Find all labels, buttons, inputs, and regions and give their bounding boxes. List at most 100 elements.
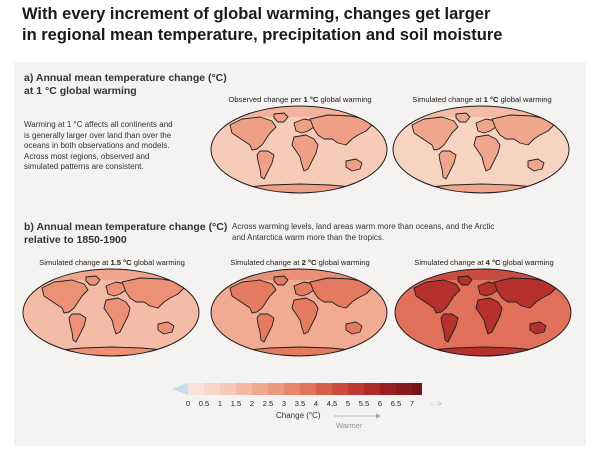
colorbar-tick-label: 4.5: [326, 399, 338, 408]
continent-africa: [103, 297, 131, 335]
section-a-note: Warming at 1 °C affects all continents a…: [24, 120, 173, 171]
map-simulated-2c-caption: Simulated change at 2 °C global warming: [230, 258, 370, 267]
colorbar-tick-label: 3.5: [294, 399, 306, 408]
continent-north-america: [229, 279, 277, 314]
colorbar-segment: [380, 383, 397, 395]
colorbar-label: Change (°C): [276, 411, 321, 420]
colorbar-segment: [412, 383, 422, 395]
map-simulated-4c: [394, 268, 572, 357]
continent-africa: [475, 297, 503, 335]
continent-greenland: [273, 112, 289, 123]
colorbar-tick-label: 7: [409, 399, 415, 408]
continent-africa: [291, 297, 319, 335]
colorbar-segment: [204, 383, 221, 395]
continent-europe: [293, 118, 315, 134]
continent-north-america: [229, 116, 277, 151]
colorbar-tick-label: 3: [281, 399, 287, 408]
map-simulated-1-5c: [22, 268, 200, 357]
colorbar-tick-label: 1.5: [230, 399, 242, 408]
arctic-region: [211, 269, 387, 280]
colorbar-segment: [364, 383, 381, 395]
colorbar-tick-label: 4: [313, 399, 319, 408]
continent-greenland: [85, 275, 101, 286]
colorbar-below-zero: [172, 383, 188, 395]
colorbar-tick-label: 5: [345, 399, 351, 408]
continent-antarctica: [247, 183, 353, 193]
colorbar-tick-label: 0: [185, 399, 191, 408]
section-a-heading: a) Annual mean temperature change (°C) a…: [24, 72, 227, 97]
colorbar-tick-label: 1: [217, 399, 223, 408]
colorbar-tick-label: 2: [249, 399, 255, 408]
continent-australia: [345, 158, 363, 172]
continent-europe: [475, 118, 497, 134]
colorbar-overflow-arrow: ···>: [430, 399, 442, 408]
continent-europe: [293, 281, 315, 297]
globe-outline: [22, 268, 200, 357]
map-simulated-1-5c-caption: Simulated change at 1.5 °C global warmin…: [39, 258, 185, 267]
continent-australia: [157, 321, 175, 335]
colorbar: [172, 383, 422, 395]
colorbar-tick-label: 5.5: [358, 399, 370, 408]
colorbar-tick-label: 6: [377, 399, 383, 408]
arctic-region: [395, 269, 571, 280]
colorbar-tick-label: 2.5: [262, 399, 274, 408]
colorbar-segment: [220, 383, 237, 395]
section-b-note: Across warming levels, land areas warm m…: [232, 222, 495, 242]
continent-asia: [491, 114, 555, 146]
colorbar-tick-label: 6.5: [390, 399, 402, 408]
continent-south-america: [256, 313, 275, 343]
continent-south-america: [438, 150, 457, 180]
colorbar-tick-label: 0.5: [198, 399, 210, 408]
colorbar-segment: [284, 383, 301, 395]
warmer-label: Warmer: [336, 421, 363, 430]
globe-outline: [394, 268, 572, 357]
colorbar-segment: [332, 383, 349, 395]
continent-antarctica: [247, 346, 353, 356]
continent-asia: [121, 277, 185, 309]
continent-asia: [309, 114, 373, 146]
continent-australia: [527, 158, 545, 172]
map-observed-1c: [210, 105, 388, 194]
continent-australia: [345, 321, 363, 335]
globe-outline: [392, 105, 570, 194]
continent-north-america: [41, 279, 89, 314]
colorbar-segment: [396, 383, 413, 395]
globe-outline: [210, 268, 388, 357]
continent-south-america: [256, 150, 275, 180]
continent-australia: [529, 321, 547, 335]
section-b-heading: b) Annual mean temperature change (°C) r…: [24, 221, 228, 246]
colorbar-segment: [252, 383, 269, 395]
continent-north-america: [413, 279, 461, 314]
continent-africa: [473, 134, 501, 172]
colorbar-segment: [316, 383, 333, 395]
map-simulated-1c: [392, 105, 570, 194]
continent-antarctica: [59, 346, 165, 356]
colorbar-segment: [300, 383, 317, 395]
continent-south-america: [68, 313, 87, 343]
colorbar-segment: [348, 383, 365, 395]
warmer-arrow-icon: [334, 413, 381, 419]
map-simulated-4c-caption: Simulated change at 4 °C global warming: [414, 258, 554, 267]
continent-antarctica: [429, 183, 535, 193]
continent-antarctica: [431, 346, 537, 356]
continent-north-america: [411, 116, 459, 151]
continent-south-america: [440, 313, 459, 343]
colorbar-segment: [268, 383, 285, 395]
page-title: With every increment of global warming, …: [22, 5, 503, 44]
arctic-region: [23, 269, 199, 280]
colorbar-segment: [236, 383, 253, 395]
map-observed-1c-caption: Observed change per 1 °C global warming: [228, 95, 372, 104]
map-simulated-1c-caption: Simulated change at 1 °C global warming: [412, 95, 552, 104]
continent-europe: [477, 281, 499, 297]
arctic-region: [211, 106, 387, 117]
continent-greenland: [273, 275, 289, 286]
arctic-region: [393, 106, 569, 117]
colorbar-segment: [188, 383, 205, 395]
continent-asia: [309, 277, 373, 309]
continent-africa: [291, 134, 319, 172]
continent-asia: [493, 277, 557, 309]
continent-europe: [105, 281, 127, 297]
globe-outline: [210, 105, 388, 194]
continent-greenland: [457, 275, 473, 286]
continent-greenland: [455, 112, 471, 123]
